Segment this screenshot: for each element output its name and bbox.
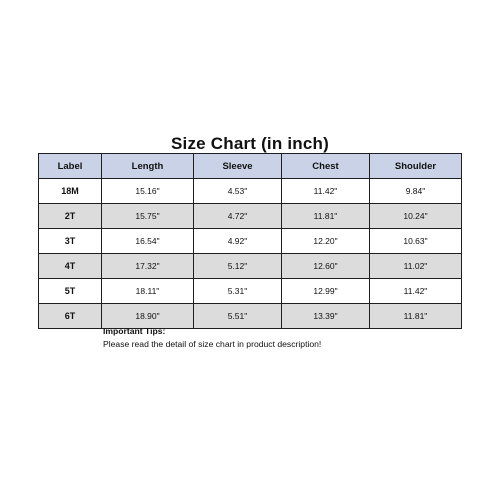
header-label: Label (38, 153, 102, 179)
sleeve-cell: 5.51" (194, 304, 282, 329)
sleeve-cell: 4.53" (194, 179, 282, 204)
table-header: Label Length Sleeve Chest Shoulder (38, 153, 462, 179)
header-row: Label Length Sleeve Chest Shoulder (38, 153, 462, 179)
sleeve-cell: 4.92" (194, 229, 282, 254)
table-row: 6T 18.90" 5.51" 13.39" 11.81" (38, 304, 462, 329)
chest-cell: 11.81" (282, 204, 370, 229)
length-cell: 18.11" (102, 279, 194, 304)
chest-cell: 12.60" (282, 254, 370, 279)
table-row: 18M 15.16" 4.53" 11.42" 9.84" (38, 179, 462, 204)
chest-cell: 12.99" (282, 279, 370, 304)
size-label-cell: 3T (38, 229, 102, 254)
length-cell: 15.16" (102, 179, 194, 204)
chest-cell: 13.39" (282, 304, 370, 329)
header-shoulder: Shoulder (370, 153, 462, 179)
shoulder-cell: 11.81" (370, 304, 462, 329)
size-label-cell: 6T (38, 304, 102, 329)
shoulder-cell: 11.02" (370, 254, 462, 279)
header-sleeve: Sleeve (194, 153, 282, 179)
table-body: 18M 15.16" 4.53" 11.42" 9.84" 2T 15.75" … (38, 179, 462, 329)
sleeve-cell: 4.72" (194, 204, 282, 229)
tips-title: Important Tips: (103, 326, 166, 336)
shoulder-cell: 10.24" (370, 204, 462, 229)
header-length: Length (102, 153, 194, 179)
size-label-cell: 4T (38, 254, 102, 279)
tips-text: Please read the detail of size chart in … (103, 339, 322, 349)
length-cell: 18.90" (102, 304, 194, 329)
shoulder-cell: 11.42" (370, 279, 462, 304)
shoulder-cell: 10.63" (370, 229, 462, 254)
important-tips: Important Tips: Please read the detail o… (103, 325, 483, 351)
shoulder-cell: 9.84" (370, 179, 462, 204)
chest-cell: 12.20" (282, 229, 370, 254)
length-cell: 17.32" (102, 254, 194, 279)
header-chest: Chest (282, 153, 370, 179)
size-label-cell: 18M (38, 179, 102, 204)
size-label-cell: 5T (38, 279, 102, 304)
size-table: Label Length Sleeve Chest Shoulder 18M 1… (38, 153, 462, 329)
length-cell: 15.75" (102, 204, 194, 229)
table-row: 3T 16.54" 4.92" 12.20" 10.63" (38, 229, 462, 254)
chart-title: Size Chart (in inch) (171, 134, 329, 153)
size-label-cell: 2T (38, 204, 102, 229)
chest-cell: 11.42" (282, 179, 370, 204)
sleeve-cell: 5.12" (194, 254, 282, 279)
table-row: 4T 17.32" 5.12" 12.60" 11.02" (38, 254, 462, 279)
table-row: 5T 18.11" 5.31" 12.99" 11.42" (38, 279, 462, 304)
sleeve-cell: 5.31" (194, 279, 282, 304)
table-row: 2T 15.75" 4.72" 11.81" 10.24" (38, 204, 462, 229)
length-cell: 16.54" (102, 229, 194, 254)
